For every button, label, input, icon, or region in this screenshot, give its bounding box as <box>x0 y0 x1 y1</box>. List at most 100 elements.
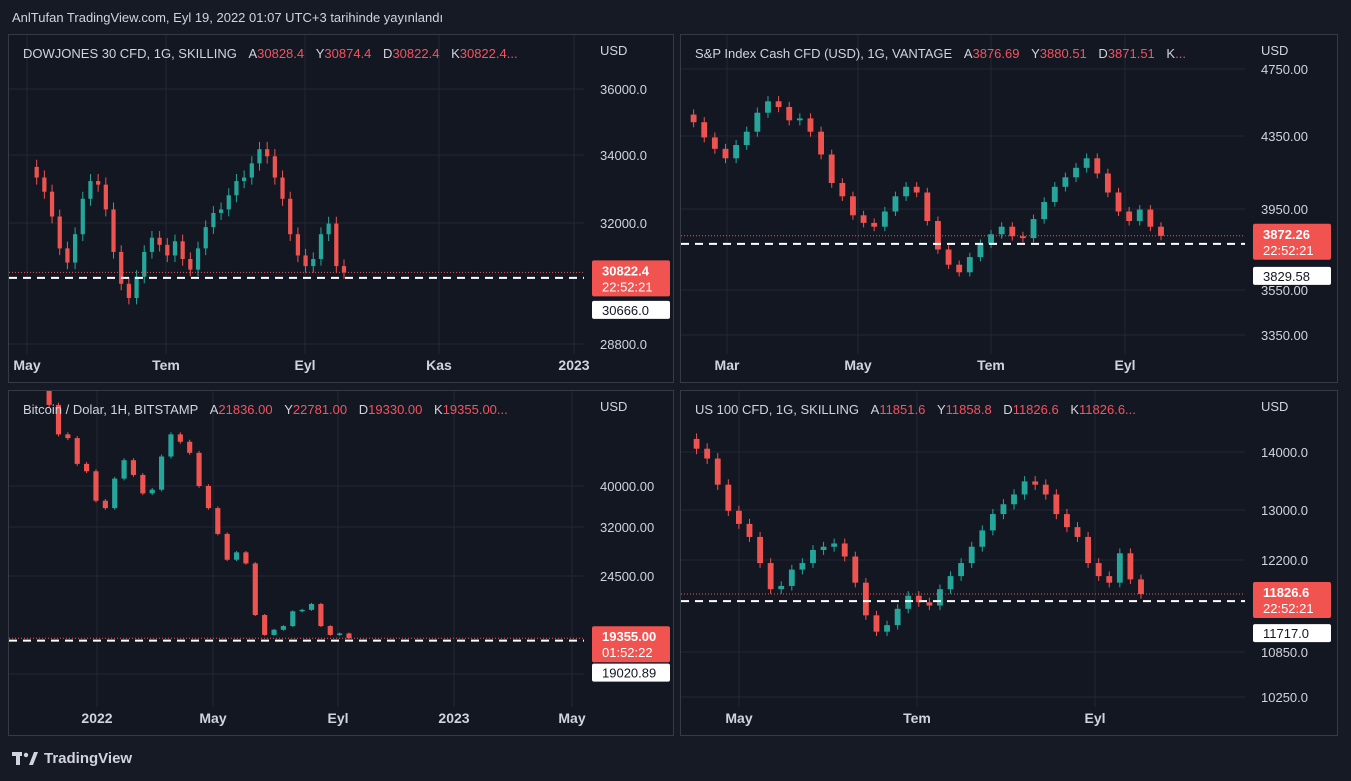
candle-body <box>1051 186 1058 202</box>
level-label: 19020.89 <box>602 666 656 681</box>
candle-body <box>977 243 984 258</box>
chart-panel-sp500[interactable]: S&P Index Cash CFD (USD), 1G, VANTAGE A3… <box>680 34 1338 383</box>
candle-body <box>65 248 70 263</box>
candle-body <box>84 463 90 472</box>
candle-body <box>1053 494 1060 515</box>
candle-body <box>93 471 99 501</box>
legend-open: 30828.4 <box>257 46 305 61</box>
candle-body <box>754 112 761 132</box>
candle-body <box>1073 167 1079 178</box>
y-tick-label: 13000.0 <box>1261 503 1308 518</box>
candle-body <box>1094 158 1101 174</box>
chart-canvas[interactable]: USD 14000.0 13000.0 12200.0 10850.0 10250.0 Ma… <box>681 391 1337 735</box>
candle-body <box>862 582 869 616</box>
candle-body <box>74 438 80 464</box>
candle-body <box>937 589 943 606</box>
candle-body <box>195 248 201 270</box>
candle-body <box>690 114 697 123</box>
candle-body <box>1041 202 1048 220</box>
candle-body <box>860 215 867 223</box>
candle-body <box>140 474 146 494</box>
candle-body <box>303 255 308 267</box>
candle-body <box>998 226 1005 235</box>
y-tick-label: 12200.0 <box>1261 553 1308 568</box>
candle-body <box>102 500 108 509</box>
level-label-box <box>1253 624 1331 643</box>
candle-body <box>299 609 305 612</box>
legend-low: 19330.00 <box>368 402 423 417</box>
candle-body <box>841 543 848 557</box>
chart-panel-bitcoin[interactable]: Bitcoin / Dolar, 1H, BITSTAMP A21836.00 … <box>8 390 674 736</box>
countdown-label: 01:52:22 <box>602 645 653 660</box>
candle-body <box>839 183 846 197</box>
candle-body <box>1115 192 1122 212</box>
last-price-label-box <box>592 626 670 663</box>
candle-body <box>55 404 62 435</box>
y-tick-label: 32000.00 <box>600 520 654 535</box>
candle-body <box>224 533 230 560</box>
candle-body <box>262 615 268 635</box>
candle-body <box>924 192 931 221</box>
candle-body <box>966 257 973 273</box>
candle-body <box>796 118 803 121</box>
candle-body <box>119 251 124 284</box>
chart-legend: US 100 CFD, 1G, SKILLING A11851.6 Y11858… <box>695 402 1136 417</box>
chart-canvas[interactable]: USD40000.0032000.0024500.0014500.002022M… <box>9 391 673 735</box>
legend-high: 3880.51 <box>1039 46 1087 61</box>
legend-close-label: K <box>434 402 443 417</box>
candle-body <box>157 237 162 245</box>
footer-brand[interactable]: TradingView <box>44 750 133 767</box>
legend-high-label: Y <box>315 46 325 61</box>
x-tick-label: Kas <box>426 357 452 373</box>
candle-body <box>1106 576 1113 583</box>
chart-panel-dowjones[interactable]: DOWJONES 30 CFD, 1G, SKILLING A30828.4 Y… <box>8 34 674 383</box>
candle-body <box>1127 553 1134 580</box>
candle-body <box>894 608 901 626</box>
candle-body <box>57 216 62 249</box>
candle-body <box>149 489 155 494</box>
chart-canvas[interactable]: USD 36000.0 34000.0 32000.0 28800.0 May Tem Eyl… <box>9 35 673 382</box>
candle-body <box>42 177 47 192</box>
candle-body <box>714 458 721 485</box>
legend-low-label: D <box>358 402 369 417</box>
candle-body <box>271 629 277 635</box>
candle-body <box>233 552 240 560</box>
candle-body <box>265 149 270 157</box>
candle-body <box>65 434 71 439</box>
candle-body <box>80 198 85 235</box>
candle-body <box>968 546 975 564</box>
candle-body <box>873 615 880 632</box>
x-tick-label: Tem <box>152 357 180 373</box>
axis-currency: USD <box>1261 399 1288 414</box>
candle-body <box>935 221 941 250</box>
y-tick-label: 3550.00 <box>1261 283 1308 298</box>
candle-body <box>234 181 239 196</box>
candle-body <box>704 448 711 459</box>
level-label: 11717.0 <box>1263 626 1309 641</box>
candle-body <box>196 452 202 486</box>
candle-body <box>72 234 78 263</box>
candle-body <box>979 530 986 547</box>
candle-body <box>165 244 170 256</box>
chart-legend: DOWJONES 30 CFD, 1G, SKILLING A30828.4 Y… <box>23 46 518 61</box>
candle-body <box>96 181 101 185</box>
y-tick-label: 10250.0 <box>1261 690 1308 705</box>
candle-body <box>947 576 954 590</box>
y-tick-label: 28800.0 <box>600 337 647 352</box>
legend-close: ... <box>1175 46 1186 61</box>
y-tick-label: 3350.00 <box>1261 328 1308 343</box>
chart-canvas[interactable]: USD 4750.00 4350.00 3950.00 3550.00 3350.00 Ma… <box>681 35 1337 382</box>
candle-body <box>172 241 178 256</box>
candle-body <box>203 227 208 249</box>
legend-open-label: A <box>963 46 973 61</box>
candle-body <box>243 552 249 564</box>
candle-body <box>915 595 922 603</box>
countdown-label: 22:52:21 <box>1263 601 1314 616</box>
x-tick-label: May <box>199 710 226 726</box>
candle-body <box>743 131 750 145</box>
level-label: 3829.58 <box>1263 269 1310 284</box>
legend-low: 11826.6 <box>1012 402 1059 417</box>
chart-panel-us100[interactable]: US 100 CFD, 1G, SKILLING A11851.6 Y11858… <box>680 390 1338 736</box>
candle-body <box>850 196 856 216</box>
y-tick-label: 14000.0 <box>1261 445 1308 460</box>
